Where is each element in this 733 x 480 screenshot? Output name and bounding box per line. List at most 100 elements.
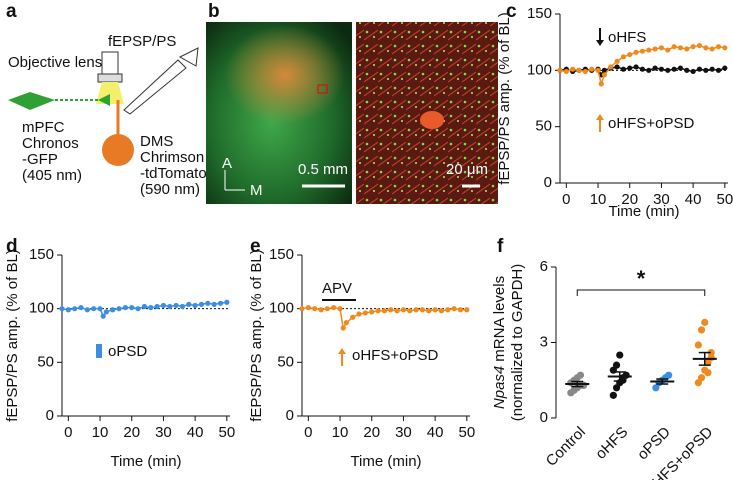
annotation: APV bbox=[322, 280, 352, 297]
data-point bbox=[608, 64, 614, 70]
data-point bbox=[646, 67, 652, 73]
data-point bbox=[709, 46, 715, 52]
data-point bbox=[388, 307, 394, 313]
target-line: Chrimson bbox=[140, 149, 204, 166]
data-point bbox=[205, 300, 211, 306]
compass-a: A bbox=[222, 155, 232, 172]
terminal bbox=[98, 94, 110, 106]
annotation: oHFS+oPSD bbox=[608, 115, 694, 132]
y-tick-label: 3 bbox=[540, 333, 548, 350]
data-point bbox=[701, 318, 709, 326]
x-tick-label: 20 bbox=[123, 424, 140, 441]
panel-label: c bbox=[506, 1, 517, 22]
data-point bbox=[658, 45, 665, 51]
data-point bbox=[451, 306, 457, 312]
data-point bbox=[612, 361, 621, 369]
data-point bbox=[703, 45, 709, 51]
x-tick-label: 0 bbox=[64, 424, 72, 441]
data-point bbox=[91, 306, 97, 312]
data-point bbox=[595, 67, 601, 73]
data-point bbox=[457, 307, 464, 313]
data-point bbox=[665, 67, 671, 73]
data-point bbox=[665, 371, 673, 379]
data-point bbox=[576, 67, 582, 73]
data-point bbox=[116, 306, 122, 312]
y-tick-label: 150 bbox=[269, 246, 294, 263]
x-tick-label: 0 bbox=[562, 191, 570, 208]
source-line: Chronos bbox=[22, 135, 79, 152]
stim-marker bbox=[96, 344, 102, 358]
data-point bbox=[173, 302, 179, 309]
data-point bbox=[419, 307, 426, 313]
data-point bbox=[464, 307, 470, 313]
mpfc-neuron bbox=[8, 92, 55, 110]
y-tick-label: 50 bbox=[535, 118, 552, 135]
y-label-gene: Npas4 bbox=[491, 366, 508, 409]
data-point bbox=[78, 304, 84, 311]
data-point bbox=[690, 44, 696, 50]
data-point bbox=[696, 66, 703, 72]
data-point bbox=[65, 307, 71, 313]
data-point bbox=[299, 306, 305, 312]
arrow-head bbox=[596, 114, 604, 120]
x-tick-label: 10 bbox=[92, 424, 109, 441]
data-point bbox=[362, 310, 368, 316]
y-tick-label: 150 bbox=[527, 5, 552, 22]
arrow-head bbox=[338, 348, 346, 354]
x-tick-label: oHFS bbox=[592, 424, 631, 463]
series-line bbox=[559, 44, 725, 87]
data-point bbox=[639, 66, 646, 72]
data-point bbox=[684, 67, 690, 73]
x-tick-label: Control bbox=[543, 424, 589, 470]
data-point bbox=[407, 308, 413, 314]
data-point bbox=[609, 391, 617, 399]
series-line bbox=[61, 301, 227, 318]
data-point bbox=[324, 306, 330, 312]
data-point bbox=[703, 67, 709, 73]
annotation: oHFS+oPSD bbox=[352, 347, 438, 364]
data-point bbox=[59, 306, 65, 312]
panel-label: d bbox=[6, 236, 18, 257]
data-point bbox=[198, 301, 205, 307]
data-point bbox=[580, 381, 588, 389]
data-point bbox=[369, 309, 375, 315]
roi-box bbox=[317, 84, 328, 94]
data-point bbox=[616, 351, 624, 359]
y-label-text: mRNA levels bbox=[491, 276, 508, 362]
data-point bbox=[438, 308, 445, 314]
cell bbox=[420, 111, 444, 129]
data-point bbox=[627, 65, 633, 71]
data-point bbox=[186, 301, 192, 307]
data-point bbox=[110, 307, 116, 313]
series-line bbox=[301, 306, 467, 331]
data-point bbox=[445, 307, 451, 313]
y-tick-label: 100 bbox=[269, 300, 294, 317]
data-point bbox=[141, 303, 148, 310]
x-axis-label: Time (min) bbox=[608, 203, 679, 220]
y-tick-label: 100 bbox=[29, 300, 54, 317]
y-axis-label: (normalized to GAPDH) bbox=[509, 264, 526, 422]
data-point bbox=[100, 313, 106, 319]
data-point bbox=[356, 311, 362, 317]
x-tick-label: 40 bbox=[427, 424, 444, 441]
data-point bbox=[722, 45, 728, 51]
data-point bbox=[646, 47, 652, 53]
x-tick-label: 30 bbox=[653, 191, 670, 208]
data-point bbox=[394, 308, 400, 314]
data-point bbox=[103, 309, 109, 315]
x-tick-label: 10 bbox=[590, 191, 607, 208]
data-point bbox=[715, 44, 722, 50]
data-point bbox=[337, 306, 343, 312]
data-point bbox=[715, 67, 722, 73]
y-tick-label: 50 bbox=[277, 353, 294, 370]
data-point bbox=[312, 306, 318, 312]
data-point bbox=[148, 304, 154, 311]
data-point bbox=[697, 374, 706, 382]
data-point bbox=[619, 376, 627, 384]
data-point bbox=[707, 354, 715, 362]
data-point bbox=[413, 307, 419, 313]
scale-left: 0.5 mm bbox=[298, 161, 348, 178]
x-tick-label: 50 bbox=[716, 191, 733, 208]
data-point bbox=[135, 306, 141, 312]
data-point bbox=[122, 304, 128, 311]
